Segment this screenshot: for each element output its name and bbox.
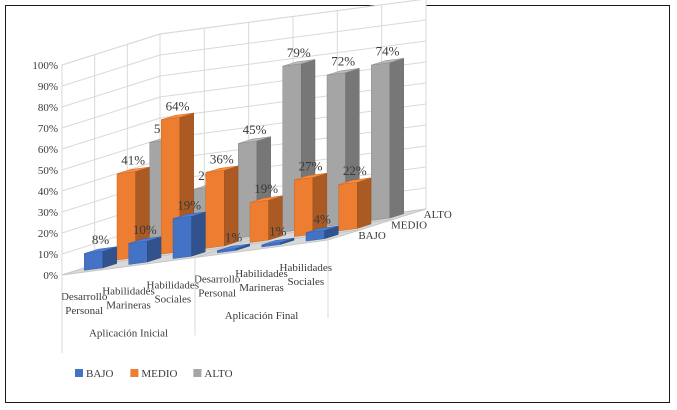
bar-bajo-top (261, 237, 295, 246)
category-label: Sociales (287, 276, 324, 288)
category-label: Desarrollo (61, 291, 108, 303)
category-label: Habilidades (235, 268, 288, 280)
bar-bajo-top (128, 236, 162, 244)
category-label: Habilidades (102, 285, 155, 297)
category-label: Desarrollo (194, 274, 241, 286)
bar-medio-top (294, 172, 327, 181)
category-label: Personal (65, 305, 103, 317)
y-tick-label: 20% (38, 228, 58, 240)
bar-medio-front (338, 181, 358, 232)
y-tick-label: 30% (38, 207, 58, 219)
y-tick-label: 60% (38, 144, 58, 156)
bar-medio-front (294, 177, 314, 237)
data-label: 19% (254, 181, 278, 196)
y-tick-label: 0% (43, 270, 58, 282)
y-tick-label: 100% (32, 60, 58, 72)
data-label: 19% (177, 197, 201, 212)
bar-bajo-front (84, 250, 104, 271)
depth-axis-label: ALTO (424, 209, 452, 221)
group-label: Aplicación Final (225, 310, 299, 322)
bar-bajo-front (128, 240, 148, 265)
bar-alto-top (326, 68, 360, 76)
category-label: Sociales (154, 293, 191, 305)
bar-medio-side (357, 177, 372, 229)
bar-bajo-top (172, 211, 206, 219)
bar-medio-front (205, 170, 225, 249)
bar-alto-top (371, 58, 404, 66)
category-label: Personal (198, 288, 236, 300)
legend-swatch (130, 369, 139, 377)
data-label: 4% (313, 211, 331, 226)
bar-medio-top (338, 177, 372, 185)
bar-alto-top (238, 136, 271, 144)
legend-label: MEDIO (141, 368, 177, 380)
data-label: 41% (121, 152, 145, 167)
data-label: 27% (299, 159, 323, 174)
data-label: 45% (243, 122, 267, 137)
category-label: Marineras (239, 282, 284, 294)
y-tick-label: 10% (38, 249, 58, 261)
data-label: 36% (210, 151, 234, 166)
bar-bajo-top (305, 225, 339, 233)
data-label: 1% (225, 229, 243, 244)
bar-medio-top (116, 166, 150, 175)
legend-label: BAJO (86, 368, 114, 380)
data-label: 10% (133, 222, 157, 237)
bar-medio-top (205, 165, 239, 173)
data-label: 79% (287, 45, 311, 60)
data-label: 64% (166, 98, 190, 113)
depth-axis-label: BAJO (358, 230, 386, 242)
data-label: 8% (92, 232, 110, 247)
group-label: Aplicación Inicial (89, 327, 168, 339)
category-label: Habilidades (280, 262, 333, 274)
depth-axis-label: MEDIO (391, 220, 427, 232)
category-label: Habilidades (147, 279, 200, 291)
data-label: 1% (269, 223, 287, 238)
bar-bajo-side (191, 211, 206, 257)
bar-alto-front (371, 62, 391, 221)
legend-swatch (193, 369, 202, 377)
legend-label: ALTO (204, 368, 232, 380)
y-tick-label: 70% (38, 123, 58, 135)
bar-bajo-top (217, 243, 250, 251)
y-tick-label: 50% (38, 165, 58, 177)
bar-alto-top (282, 59, 316, 67)
bar-medio-top (161, 112, 194, 120)
bar-medio-top (249, 195, 283, 203)
bar-alto-side (389, 57, 404, 219)
y-tick-label: 90% (38, 81, 58, 93)
data-label: 22% (343, 163, 367, 178)
bar-bajo-front (172, 216, 192, 259)
data-label: 72% (331, 54, 355, 69)
category-label: Marineras (106, 299, 151, 311)
legend-swatch (75, 369, 83, 377)
data-label: 74% (376, 44, 400, 59)
y-tick-label: 80% (38, 102, 58, 114)
bar-bajo-top (84, 246, 117, 254)
bar-medio-front (249, 199, 269, 243)
y-tick-label: 40% (38, 186, 58, 198)
